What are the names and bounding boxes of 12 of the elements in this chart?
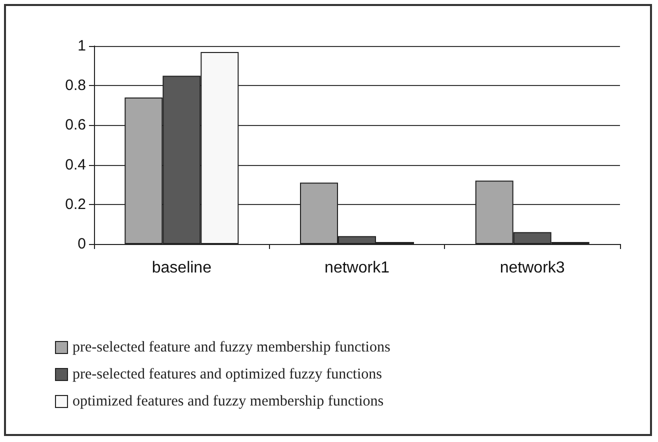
y-tick-label: 0.2 <box>65 196 86 213</box>
x-tick-label: baseline <box>152 260 212 276</box>
y-tick-label: 0.6 <box>65 116 86 134</box>
x-tick-label: network1 <box>324 260 390 276</box>
x-tick-label: network3 <box>500 260 565 276</box>
legend-label: pre-selected features and optimized fuzzy functions <box>72 366 382 382</box>
legend-label: optimized features and fuzzy membership functions <box>72 394 384 410</box>
legend-label: pre-selected feature and fuzzy membership functions <box>72 340 390 356</box>
y-tick-label: 0 <box>78 236 86 252</box>
y-tick-label: 0.4 <box>65 156 86 174</box>
y-tick-label: 0.8 <box>65 77 86 94</box>
y-tick-label: 1 <box>78 38 86 54</box>
